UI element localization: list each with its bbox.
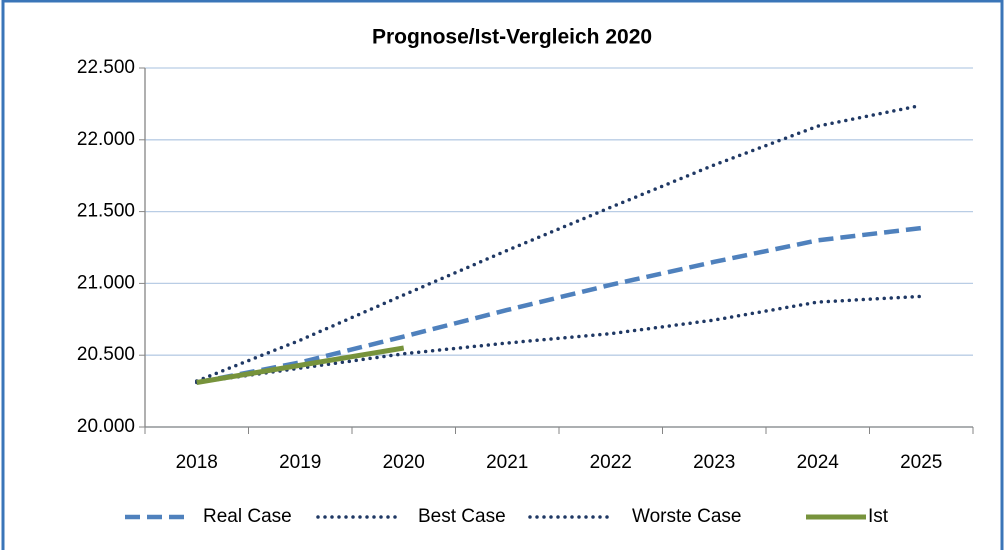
y-tick-label: 22.000 — [77, 129, 135, 150]
legend-label: Ist — [868, 506, 889, 527]
series-line — [195, 103, 923, 383]
x-tick-label: 2018 — [176, 452, 218, 473]
x-tick-label: 2024 — [797, 452, 840, 473]
x-tick-label: 2025 — [900, 452, 942, 473]
chart-title: Prognose/Ist-Vergleich 2020 — [372, 26, 652, 49]
y-tick-label: 22.500 — [77, 57, 135, 78]
x-tick-label: 2023 — [693, 452, 735, 473]
legend-label: Best Case — [418, 506, 506, 527]
x-tick-label: 2020 — [383, 452, 425, 473]
series-line — [196, 345, 405, 385]
series-line — [195, 294, 923, 385]
legend-label: Real Case — [203, 506, 292, 527]
x-tick-label: 2019 — [279, 452, 321, 473]
x-tick-label: 2021 — [486, 452, 528, 473]
series-line — [196, 225, 922, 385]
x-tick-label: 2022 — [590, 452, 632, 473]
y-tick-label: 20.500 — [77, 344, 135, 365]
y-tick-label: 21.000 — [77, 272, 135, 293]
legend-label: Worste Case — [632, 506, 741, 527]
y-tick-label: 20.000 — [77, 416, 135, 437]
y-tick-label: 21.500 — [77, 201, 135, 222]
